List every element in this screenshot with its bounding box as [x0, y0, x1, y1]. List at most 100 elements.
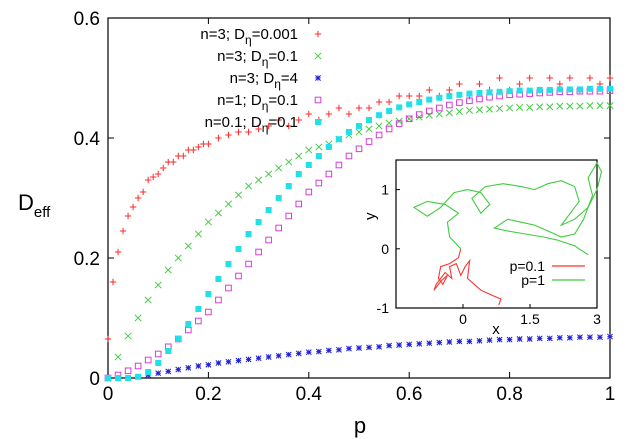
series-3-point	[215, 360, 222, 366]
series-3-point	[265, 354, 272, 360]
y-axis-label-main: D	[18, 190, 34, 215]
legend-entry-marker	[315, 119, 321, 125]
y-tick-label: 0.6	[74, 9, 100, 30]
series-5-point	[426, 96, 433, 103]
legend-entry-label: n=3; Dη=4	[230, 70, 298, 91]
series-3-point	[466, 338, 473, 345]
legend-label-main: n=1; D	[217, 92, 262, 109]
series-1-point	[129, 203, 137, 211]
series-1-point	[180, 152, 187, 160]
series-5-point	[526, 87, 533, 94]
series-4-point	[415, 111, 423, 118]
series-3-point	[235, 357, 242, 364]
series-3-point	[356, 345, 362, 351]
series-4-point	[265, 236, 272, 244]
x-tick-label: 0	[103, 384, 114, 405]
series-1-point	[355, 104, 363, 112]
main-plot	[107, 17, 611, 379]
main-tick-labels: 0 0.2 0.4 0.6 0.8 1 0 0.2 0.4 0.6	[74, 9, 616, 405]
series-1-point	[546, 74, 553, 82]
series-5-point	[245, 231, 252, 237]
series-5-point	[386, 108, 393, 114]
series-2-point	[234, 191, 243, 199]
series-1-point	[325, 110, 333, 118]
series-5-point	[516, 87, 523, 94]
y-tick-label: 0	[89, 369, 100, 390]
series-4-point	[395, 120, 403, 127]
series-1-point	[144, 176, 152, 184]
series-1-point	[416, 92, 423, 100]
series-5-point	[586, 85, 593, 92]
series-4-point	[285, 212, 293, 220]
series-4-point	[124, 367, 132, 375]
series-2-point	[245, 182, 253, 190]
series-5-point	[295, 171, 302, 177]
series-5-point	[456, 91, 463, 98]
series-4-point	[345, 152, 353, 160]
series-1-point	[586, 74, 594, 82]
series-5-point	[436, 94, 443, 101]
series-4-point	[476, 95, 483, 103]
series-3-point	[436, 339, 443, 346]
series-2-point	[375, 122, 383, 130]
legend-entry-label: n=3; Dη=0.001	[200, 26, 298, 47]
y-tick-label: 0.2	[74, 249, 100, 270]
series-2-point	[295, 152, 303, 160]
legend-label-main: n=3; D	[217, 48, 262, 65]
series-1-point	[496, 74, 503, 82]
legend-entry-marker	[315, 75, 321, 81]
series-4-point	[235, 272, 242, 280]
series-1-point	[170, 158, 177, 166]
series-1-point	[406, 92, 413, 100]
series-5-point	[596, 85, 603, 92]
inset-y-tick-label: 1	[381, 182, 389, 198]
series-3-point	[165, 368, 172, 375]
legend-label-tail: =0.1	[268, 48, 298, 65]
series-5-point	[105, 375, 111, 381]
x-tick-label: 1	[605, 384, 616, 405]
series-3-point	[255, 355, 262, 362]
series-3-point	[376, 343, 383, 350]
series-1-point	[606, 74, 614, 82]
series-2-point	[285, 158, 293, 166]
series-4-point	[365, 138, 373, 145]
series-4-point	[275, 224, 282, 232]
series-4-point	[375, 131, 383, 139]
series-2-point	[194, 230, 202, 238]
series-1-point	[446, 86, 453, 94]
legend-entry-label: n=0.1; Dη=0.1	[205, 114, 298, 135]
series-1-point	[305, 110, 312, 118]
inset-plot: 0 1.5 3 1 0 -1 x y p=0.1p=1	[362, 159, 603, 338]
inset-legend-label: p=0.1	[510, 258, 546, 274]
series-2-point	[114, 353, 122, 361]
series-3-point	[185, 364, 192, 371]
series-2-point	[425, 111, 433, 119]
legend-label-tail: =0.1	[268, 114, 298, 131]
series-1-point	[190, 146, 197, 154]
series-3-point	[205, 361, 212, 368]
series-1-point	[160, 164, 167, 172]
legend-label-tail: =0.001	[252, 26, 298, 43]
series-4-point	[425, 107, 433, 115]
series-3-point	[456, 338, 463, 345]
legend-label-sub: η	[262, 99, 269, 113]
series-3-point	[597, 334, 603, 341]
series-3-point	[607, 333, 613, 340]
series-3-point	[325, 347, 332, 354]
series-2-point	[435, 110, 443, 118]
series-5-point	[607, 85, 613, 92]
series-3-point	[476, 337, 483, 344]
series-2-point	[305, 146, 313, 154]
series-2-point	[134, 314, 142, 322]
main-series-layer	[104, 74, 614, 382]
series-5-point	[175, 336, 182, 342]
series-5-point	[335, 136, 342, 143]
series-1-point	[114, 248, 122, 256]
series-2-point	[385, 119, 393, 127]
series-2-point	[214, 209, 222, 217]
series-5-point	[115, 375, 122, 381]
series-3-point	[576, 334, 583, 341]
series-4-point	[225, 284, 232, 292]
